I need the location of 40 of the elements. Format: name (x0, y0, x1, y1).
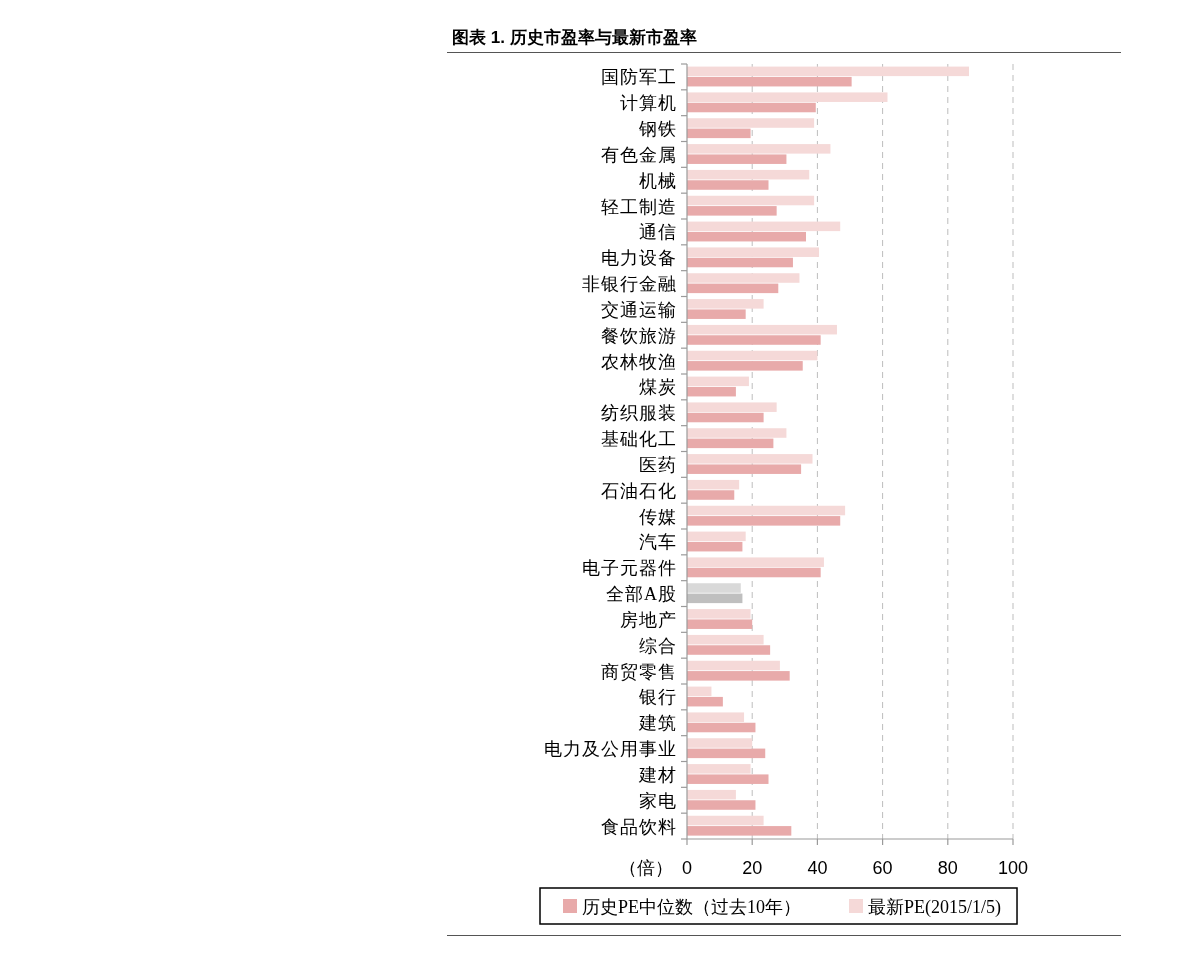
category-label: 钢铁 (639, 119, 677, 140)
category-label: 交通运输 (601, 299, 677, 320)
category-label: 房地产 (620, 609, 677, 630)
category-label: 轻工制造 (601, 196, 677, 217)
tick-label: 20 (742, 858, 763, 878)
category-label: 全部A股 (606, 584, 677, 605)
category-label: 国防军工 (601, 67, 677, 88)
category-label: 农林牧渔 (601, 351, 677, 372)
legend-label: 最新PE(2015/1/5) (868, 896, 1001, 917)
category-label: 有色金属 (601, 144, 677, 165)
category-label: 食品饮料 (601, 816, 677, 837)
category-label: 石油石化 (601, 480, 677, 501)
category-label: 商贸零售 (601, 661, 677, 682)
category-label: 计算机 (620, 93, 677, 114)
legend-label: 历史PE中位数（过去10年） (582, 896, 801, 917)
tick-label: 0 (682, 858, 692, 878)
category-label: 汽车 (639, 532, 677, 553)
category-label: 机械 (639, 170, 677, 191)
category-label: 餐饮旅游 (601, 325, 677, 346)
category-label: 电子元器件 (582, 558, 677, 579)
category-label: 电力设备 (601, 248, 677, 269)
tick-label: 40 (807, 858, 828, 878)
tick-label: 100 (998, 858, 1028, 878)
category-label: 综合 (639, 635, 677, 656)
category-label: 非银行金融 (582, 274, 677, 295)
category-label: 基础化工 (601, 429, 677, 450)
category-label: 家电 (639, 790, 677, 811)
tick-label: 80 (937, 858, 958, 878)
category-label: 银行 (639, 687, 677, 708)
category-label: 电力及公用事业 (544, 739, 677, 760)
category-label: 通信 (639, 222, 677, 243)
category-label: 纺织服装 (601, 403, 677, 424)
category-label: 建材 (639, 764, 677, 785)
category-label: 医药 (639, 454, 677, 475)
category-label: 建筑 (639, 713, 677, 734)
tick-label: 60 (872, 858, 893, 878)
title: 图表 1. 历史市盈率与最新市盈率 (452, 28, 697, 47)
category-label: 传媒 (639, 506, 677, 527)
category-label: 煤炭 (639, 377, 677, 398)
axis-title: （倍） (619, 858, 673, 878)
